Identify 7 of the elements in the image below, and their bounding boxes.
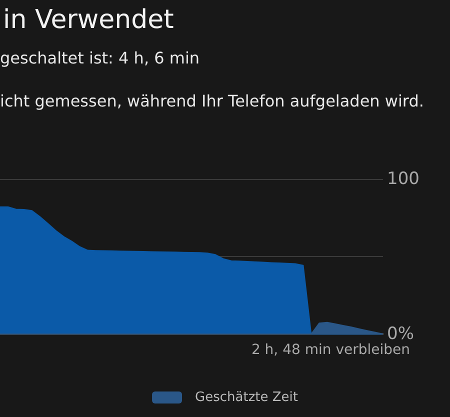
y-tick-label: 100: [387, 169, 420, 189]
legend-label: Geschätzte Zeit: [195, 390, 298, 405]
text: icht gemessen, während Ihr Telefon aufgeladen wird.: [0, 92, 424, 110]
text: geschaltet ist: 4 h, 6 min: [0, 48, 200, 68]
y-tick-label: 0%: [387, 324, 414, 344]
text: 2 h, 48 min verbleiben: [251, 342, 410, 358]
chart-title: in Verwendet: [3, 5, 174, 35]
